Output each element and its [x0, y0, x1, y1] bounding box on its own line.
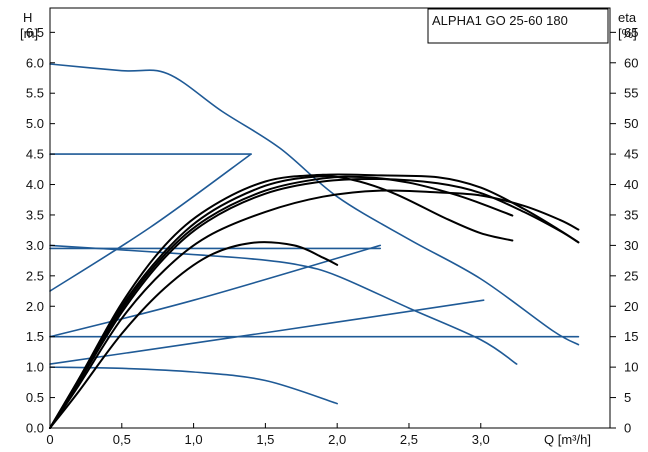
head-curve-0: [49, 63, 580, 346]
efficiency-curve-14: [49, 173, 580, 429]
y-tick-label-right: 45: [624, 147, 638, 162]
head-curve-4: [49, 153, 252, 292]
chart-title: ALPHA1 GO 25-60 180: [432, 13, 568, 28]
y-axis-label-right-unit: [%]: [618, 26, 637, 41]
x-tick-label: 1,0: [185, 432, 203, 447]
efficiency-curves: [49, 173, 580, 429]
plot-frame: [49, 7, 611, 429]
efficiency-curve-10: [49, 189, 580, 429]
y-tick-label-right: 60: [624, 55, 638, 70]
y-tick-label-left: 5.0: [26, 116, 44, 131]
y-tick-label-right: 15: [624, 329, 638, 344]
head-curves: [49, 63, 580, 405]
y-tick-label-right: 30: [624, 238, 638, 253]
y-tick-label-left: 0.5: [26, 390, 44, 405]
y-tick-label-right: 55: [624, 86, 638, 101]
y-tick-label-left: 4.0: [26, 177, 44, 192]
y-tick-label-left: 5.5: [26, 86, 44, 101]
x-tick-label: 0: [46, 432, 53, 447]
head-curve-5: [49, 244, 382, 338]
y-tick-label-right: 35: [624, 207, 638, 222]
x-axis-label: Q [m³/h]: [544, 432, 591, 447]
y-axis-right: 0 5 10 15 20 25 30 35 40 45 50 55 60 65: [610, 25, 638, 436]
efficiency-curve-13: [49, 175, 514, 429]
y-tick-label-left: 4.5: [26, 147, 44, 162]
y-tick-label-left: 2.0: [26, 299, 44, 314]
y-tick-label-left: 6.5: [26, 25, 44, 40]
y-tick-label-left: 1.5: [26, 329, 44, 344]
y-tick-label-right: 25: [624, 268, 638, 283]
y-axis-label-left-top: H: [23, 10, 32, 25]
x-tick-label: 2,0: [328, 432, 346, 447]
x-tick-label: 3,0: [472, 432, 490, 447]
x-tick-label: 0,5: [113, 432, 131, 447]
y-tick-label-right: 20: [624, 299, 638, 314]
y-tick-label-left: 2.5: [26, 268, 44, 283]
y-tick-label-left: 1.0: [26, 360, 44, 375]
x-tick-label: 1,5: [256, 432, 274, 447]
efficiency-curve-11: [49, 177, 580, 429]
y-tick-label-left: 6.0: [26, 55, 44, 70]
y-tick-label-left: 3.5: [26, 207, 44, 222]
x-axis: 0 0,5 1,0 1,5 2,0 2,5 3,0: [46, 423, 490, 447]
y-tick-label-left: 3.0: [26, 238, 44, 253]
head-curve-6: [49, 299, 485, 365]
y-tick-label-right: 40: [624, 177, 638, 192]
y-axis-label-right-top: eta: [618, 10, 637, 25]
title-box: [427, 8, 609, 44]
efficiency-curve-12: [49, 175, 514, 429]
x-tick-label: 2,5: [400, 432, 418, 447]
y-tick-label-left: 0.0: [26, 421, 44, 436]
y-axis-label-left-unit: [m]: [20, 26, 38, 41]
y-tick-label-right: 10: [624, 360, 638, 375]
efficiency-curve-9: [49, 241, 339, 429]
y-tick-label-right: 0: [624, 421, 631, 436]
head-curve-8: [49, 366, 338, 405]
y-tick-label-right: 50: [624, 116, 638, 131]
y-tick-label-right: 5: [624, 390, 631, 405]
y-axis-left: 0.0 0.5 1.0 1.5 2.0 2.5 3.0 3.5 4.0 4.5 5.0 5.5 6.0 6…: [26, 25, 55, 436]
y-tick-label-right: 65: [624, 25, 638, 40]
